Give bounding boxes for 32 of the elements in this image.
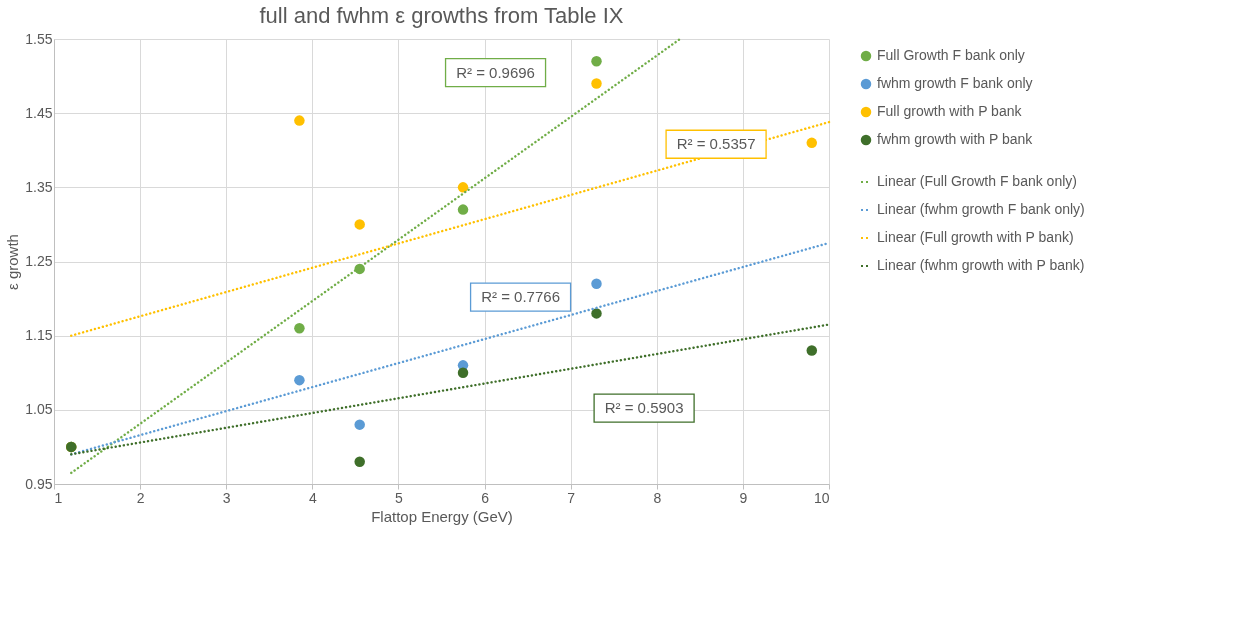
x-tick-label: 4 <box>308 489 317 506</box>
legend-label: Full growth with P bank <box>877 103 1023 119</box>
legend-label: Full Growth F bank only <box>877 47 1025 63</box>
y-tick-label: 1.55 <box>25 30 53 47</box>
legend-label: Linear (Full Growth F bank only) <box>877 173 1077 189</box>
x-tick-label: 8 <box>653 489 662 506</box>
y-tick-label: 1.25 <box>25 253 53 269</box>
y-tick-label: 1.05 <box>25 401 53 418</box>
x-tick-label: 9 <box>739 489 748 506</box>
x-tick-label: 7 <box>567 489 576 506</box>
annotation: R² = 0.9696 <box>456 63 535 81</box>
annotation: R² = 0.5357 <box>676 135 756 153</box>
legend-label: Linear (Full growth with P bank) <box>877 229 1074 245</box>
y-tick-label: 0.95 <box>25 475 53 492</box>
chart-title: full and fwhm ε growths from Table IX <box>259 3 624 28</box>
legend-label: fwhm growth F bank only <box>877 75 1033 91</box>
x-tick-label: 1 <box>54 489 63 506</box>
y-tick-label: 1.35 <box>25 178 53 195</box>
y-axis-title: ε growth <box>4 234 22 290</box>
x-tick-label: 3 <box>222 489 231 506</box>
x-tick-label: 2 <box>136 489 145 506</box>
annotation: R² = 0.7766 <box>481 288 560 306</box>
legend-label: Linear (fwhm growth F bank only) <box>877 201 1085 217</box>
y-tick-label: 1.45 <box>25 104 53 121</box>
annotation: R² = 0.5903 <box>604 399 684 417</box>
y-tick-label: 1.15 <box>25 327 53 344</box>
legend-label: Linear (fwhm growth with P bank) <box>877 257 1085 273</box>
x-axis-title: Flattop Energy (GeV) <box>371 507 513 525</box>
x-tick-label: 5 <box>395 489 404 506</box>
x-tick-label: 10 <box>813 489 830 506</box>
legend-label: fwhm growth with P bank <box>877 131 1034 147</box>
x-tick-label: 6 <box>481 489 490 506</box>
